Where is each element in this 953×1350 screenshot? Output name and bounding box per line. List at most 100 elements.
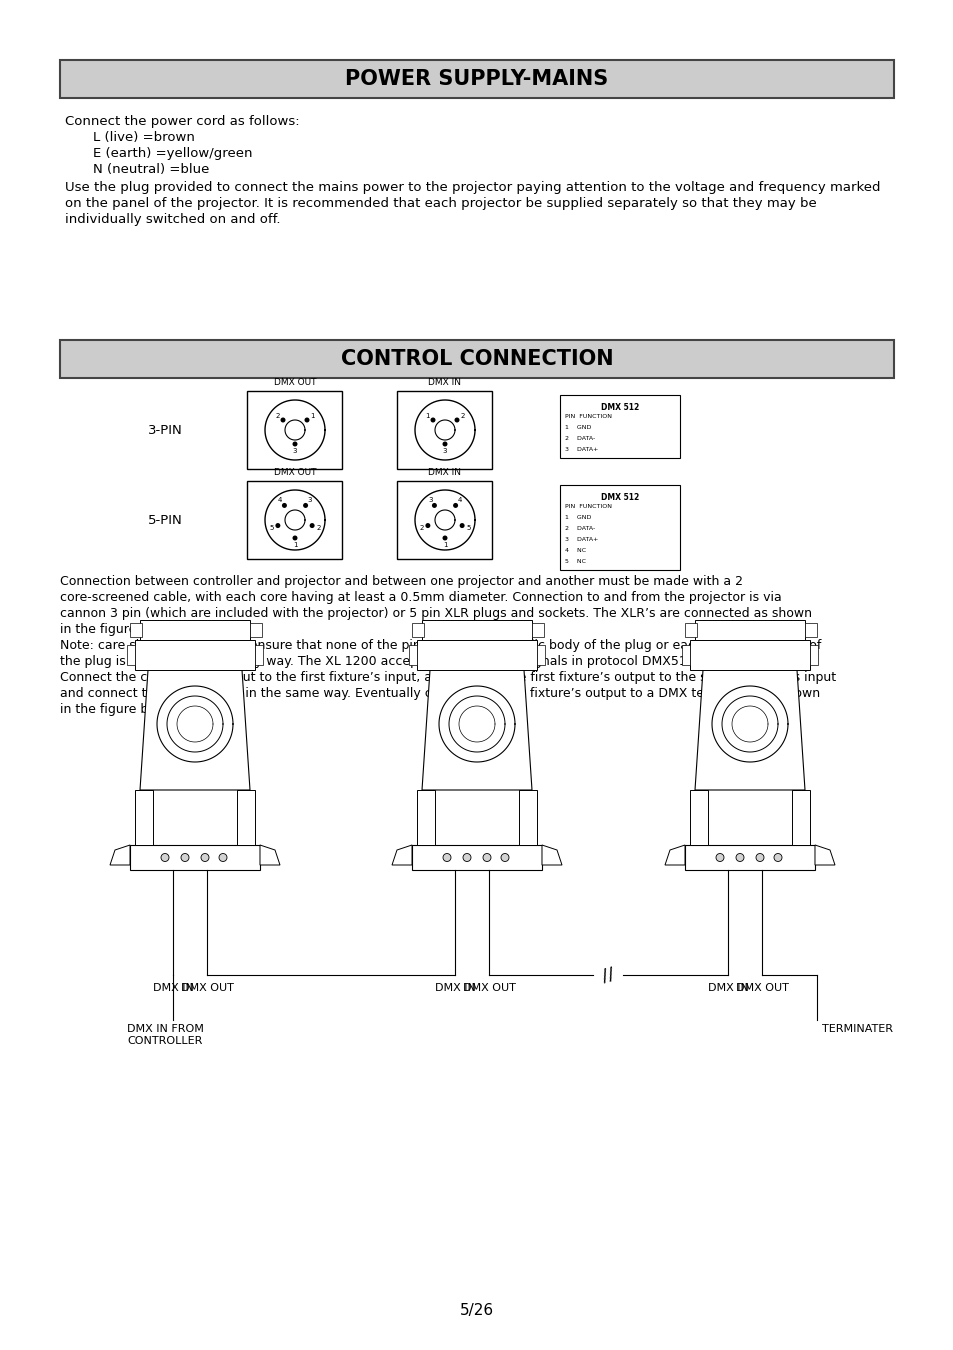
Text: TERMINATER: TERMINATER [821, 1025, 892, 1034]
Bar [135, 640, 254, 670]
Text: 3-PIN: 3-PIN [148, 424, 182, 436]
Bar [559, 396, 679, 458]
Text: DMX 512: DMX 512 [600, 493, 639, 502]
Text: 5-PIN: 5-PIN [148, 513, 182, 526]
Bar [254, 645, 263, 666]
Bar [695, 620, 804, 640]
Circle shape [716, 853, 723, 861]
Polygon shape [110, 845, 130, 865]
Text: 1    GND: 1 GND [564, 514, 591, 520]
Text: DMX OUT: DMX OUT [274, 378, 315, 387]
Text: DMX IN: DMX IN [428, 378, 461, 387]
Text: 2: 2 [275, 413, 279, 418]
Bar [532, 622, 543, 637]
Text: 3: 3 [307, 497, 312, 502]
Circle shape [430, 417, 435, 423]
Text: CONTROL CONNECTION: CONTROL CONNECTION [340, 350, 613, 369]
Text: in the figure above.: in the figure above. [60, 622, 183, 636]
Text: POWER SUPPLY-MAINS: POWER SUPPLY-MAINS [345, 69, 608, 89]
Circle shape [442, 853, 451, 861]
Text: 2: 2 [316, 525, 320, 531]
Bar [412, 845, 541, 869]
Circle shape [453, 504, 457, 508]
Text: 5    NC: 5 NC [564, 559, 585, 564]
Circle shape [303, 504, 308, 508]
Text: 2: 2 [459, 413, 464, 418]
Text: DMX OUT: DMX OUT [274, 468, 315, 477]
Text: 1: 1 [425, 413, 430, 418]
Text: PIN  FUNCTION: PIN FUNCTION [564, 504, 612, 509]
Circle shape [432, 504, 436, 508]
Text: cannon 3 pin (which are included with the projector) or 5 pin XLR plugs and sock: cannon 3 pin (which are included with th… [60, 608, 811, 620]
Bar [250, 622, 262, 637]
Text: 3    DATA+: 3 DATA+ [564, 447, 598, 452]
Bar [809, 645, 817, 666]
Bar [537, 645, 544, 666]
Circle shape [181, 853, 189, 861]
Text: 1: 1 [442, 541, 447, 548]
Text: DMX OUT: DMX OUT [462, 983, 515, 994]
Bar [684, 845, 814, 869]
Circle shape [454, 417, 459, 423]
Circle shape [425, 522, 430, 528]
Text: 1: 1 [310, 413, 314, 418]
Bar [60, 59, 893, 99]
Text: L (live) =brown: L (live) =brown [92, 131, 194, 144]
Text: E (earth) =yellow/green: E (earth) =yellow/green [92, 147, 253, 161]
Bar [416, 790, 435, 845]
Polygon shape [814, 845, 834, 865]
Text: DMX IN: DMX IN [707, 983, 748, 994]
Circle shape [482, 853, 491, 861]
Bar [804, 622, 816, 637]
Text: 4    NC: 4 NC [564, 548, 585, 554]
Bar [247, 481, 342, 559]
Circle shape [282, 504, 287, 508]
Text: PIN  FUNCTION: PIN FUNCTION [564, 414, 612, 418]
Circle shape [275, 522, 280, 528]
Bar [135, 790, 152, 845]
Text: //: // [599, 965, 616, 986]
Bar [236, 790, 254, 845]
Polygon shape [140, 670, 250, 790]
Text: 1    GND: 1 GND [564, 425, 591, 431]
Polygon shape [421, 670, 532, 790]
Text: the plug is not connected in any way. The XL 1200 accepts digital control signal: the plug is not connected in any way. Th… [60, 655, 743, 668]
Text: 4: 4 [278, 497, 282, 502]
Bar [397, 392, 492, 468]
Text: Note: care should be taken to ensure that none of the pins touch the metallic bo: Note: care should be taken to ensure tha… [60, 639, 821, 652]
Bar [247, 392, 342, 468]
Text: 3: 3 [442, 448, 447, 454]
Bar [684, 622, 697, 637]
Text: in the figure below.: in the figure below. [60, 703, 180, 716]
Polygon shape [541, 845, 561, 865]
Text: DMX OUT: DMX OUT [735, 983, 787, 994]
Text: Connect the controller’s output to the first fixture’s input, and connect the fi: Connect the controller’s output to the f… [60, 671, 835, 684]
Bar [689, 790, 707, 845]
Polygon shape [664, 845, 684, 865]
Circle shape [735, 853, 743, 861]
Bar [518, 790, 537, 845]
Bar [127, 645, 135, 666]
Text: DMX IN FROM
CONTROLLER: DMX IN FROM CONTROLLER [127, 1025, 203, 1046]
Text: individually switched on and off.: individually switched on and off. [65, 213, 280, 225]
Bar [681, 645, 689, 666]
Bar [412, 622, 423, 637]
Text: core-screened cable, with each core having at least a 0.5mm diameter. Connection: core-screened cable, with each core havi… [60, 591, 781, 603]
Text: and connect the rest fixtures in the same way. Eventually connect the last fixtu: and connect the rest fixtures in the sam… [60, 687, 820, 701]
Text: DMX OUT: DMX OUT [180, 983, 233, 994]
Circle shape [280, 417, 285, 423]
Text: Use the plug provided to connect the mains power to the projector paying attenti: Use the plug provided to connect the mai… [65, 181, 880, 194]
Circle shape [500, 853, 509, 861]
Text: Connect the power cord as follows:: Connect the power cord as follows: [65, 115, 299, 128]
Circle shape [293, 536, 297, 540]
Text: 4: 4 [457, 497, 461, 502]
Bar [791, 790, 809, 845]
Polygon shape [260, 845, 280, 865]
Polygon shape [392, 845, 412, 865]
Circle shape [304, 417, 309, 423]
Circle shape [201, 853, 209, 861]
Bar [130, 622, 142, 637]
Bar [559, 485, 679, 570]
Bar [689, 640, 809, 670]
Circle shape [459, 522, 464, 528]
